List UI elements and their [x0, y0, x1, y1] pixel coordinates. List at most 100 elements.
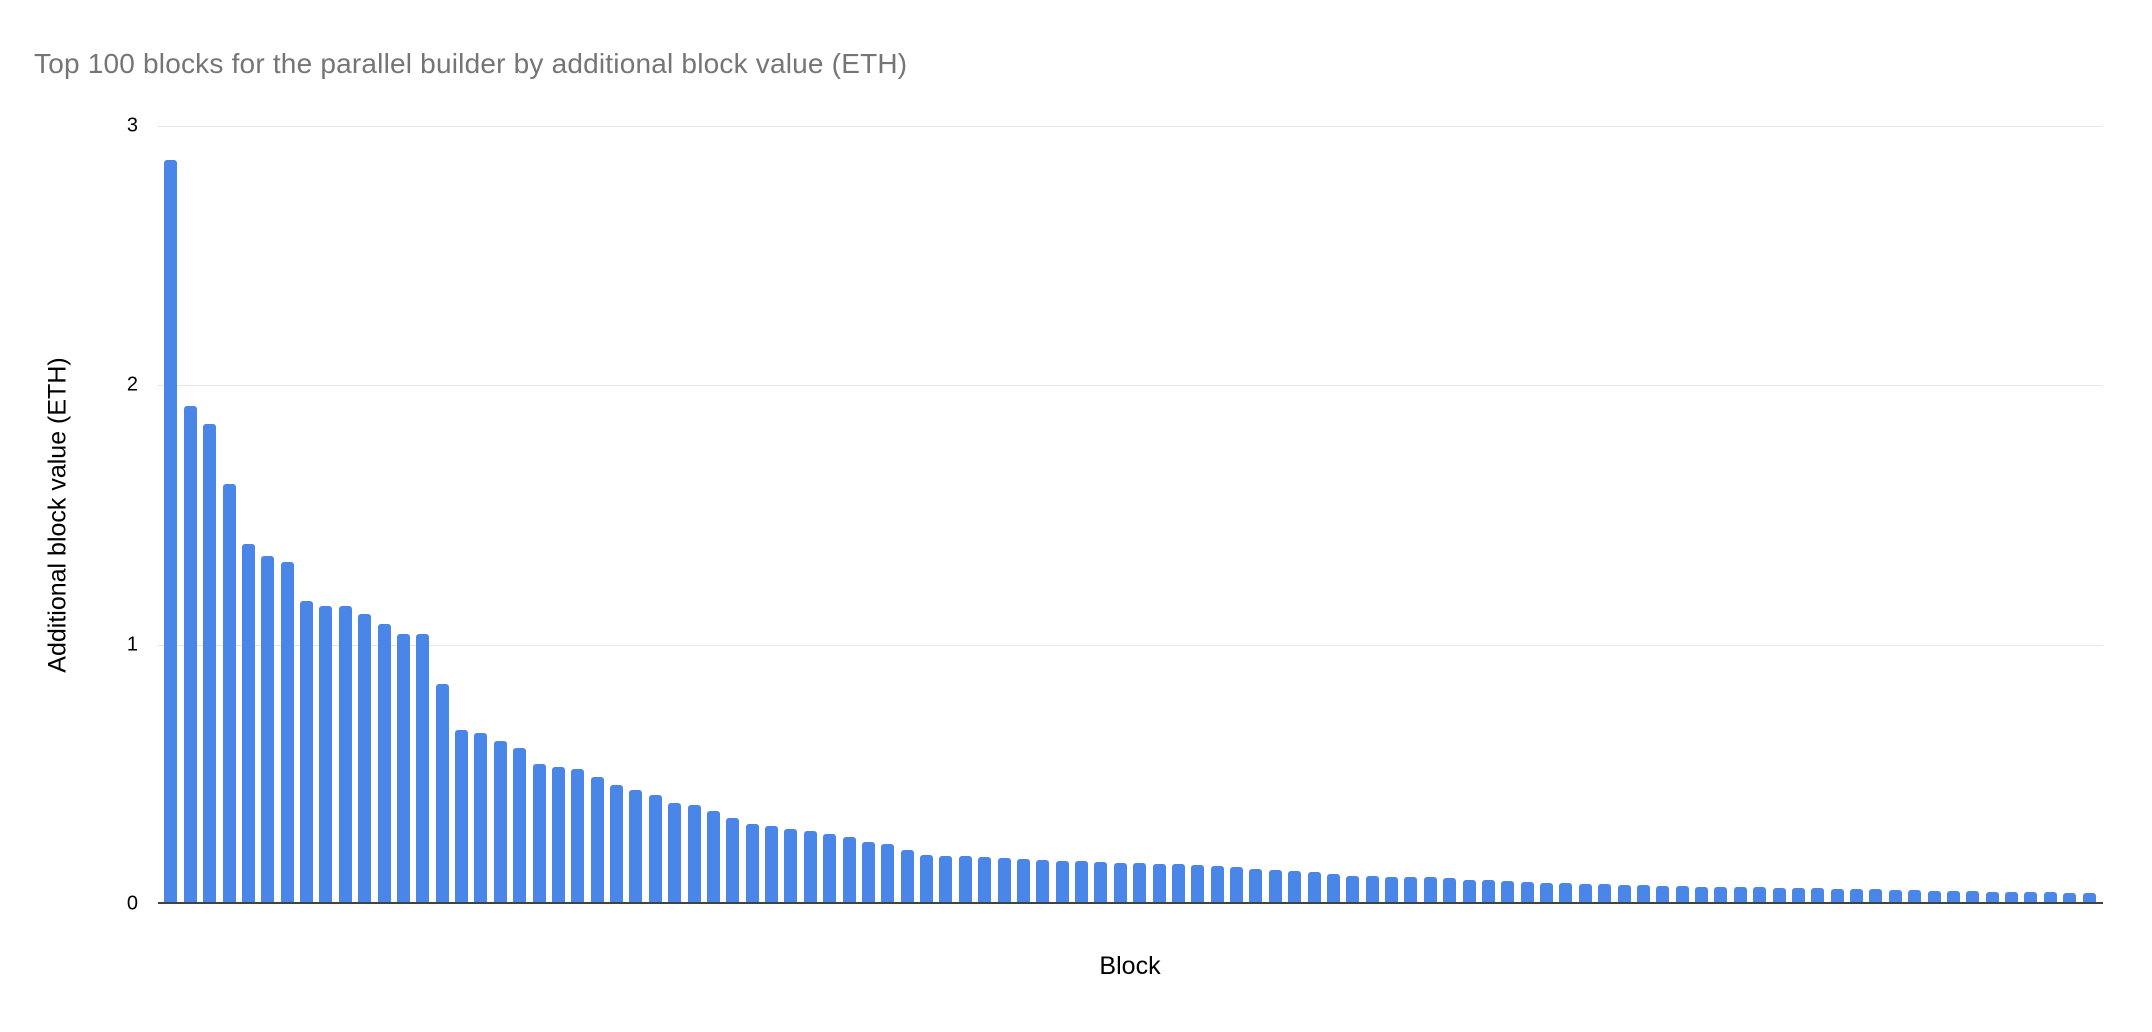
- bar-7: [280, 562, 294, 904]
- gridline-y2: [158, 385, 2103, 386]
- bar-90: [1888, 890, 1902, 904]
- bar-79: [1675, 886, 1689, 904]
- bar-48: [1075, 861, 1088, 904]
- bar-86: [1811, 888, 1825, 904]
- bar-88: [1850, 889, 1863, 904]
- bar-47: [1055, 861, 1069, 904]
- bar-34: [803, 831, 817, 904]
- bar-41: [939, 856, 953, 904]
- bar-32: [765, 826, 778, 904]
- y-tick-label-1: 1: [126, 633, 138, 656]
- bar-20: [532, 764, 546, 904]
- bar-49: [1094, 862, 1108, 904]
- bar-26: [648, 795, 662, 904]
- bar-29: [706, 811, 720, 904]
- x-axis-baseline: [158, 902, 2103, 904]
- bar-77: [1636, 885, 1650, 904]
- bar-3: [203, 424, 217, 904]
- bar-12: [377, 624, 391, 904]
- bar-53: [1171, 864, 1185, 904]
- bar-99: [2063, 893, 2077, 904]
- bar-13: [396, 634, 410, 904]
- bar-50: [1113, 863, 1127, 904]
- bar-78: [1656, 886, 1670, 904]
- bar-2: [183, 406, 197, 904]
- bar-98: [2043, 892, 2057, 904]
- chart-title: Top 100 blocks for the parallel builder …: [34, 48, 908, 79]
- bar-28: [687, 805, 701, 904]
- bars-container: [158, 126, 2103, 904]
- bar-81: [1714, 887, 1728, 904]
- bar-21: [551, 767, 565, 904]
- bar-67: [1443, 878, 1457, 904]
- plot-area: [158, 126, 2103, 904]
- bar-62: [1346, 876, 1360, 904]
- bar-18: [493, 741, 507, 904]
- y-axis-tick-labels: 0 1 2 3: [0, 115, 148, 915]
- bar-54: [1191, 865, 1205, 904]
- gridline-y1: [158, 645, 2103, 646]
- y-tick-label-0: 0: [126, 892, 138, 915]
- bar-19: [513, 748, 527, 904]
- bar-76: [1617, 885, 1631, 904]
- bar-58: [1268, 870, 1282, 904]
- bar-46: [1036, 860, 1050, 904]
- bar-97: [2024, 892, 2038, 904]
- bar-25: [629, 790, 643, 904]
- bar-11: [358, 614, 372, 904]
- bar-73: [1559, 883, 1573, 904]
- bar-52: [1152, 864, 1166, 904]
- bar-61: [1326, 874, 1340, 904]
- bar-36: [842, 837, 856, 904]
- bar-100: [2082, 893, 2096, 904]
- bar-63: [1365, 876, 1379, 904]
- bar-16: [455, 730, 468, 904]
- y-tick-label-2: 2: [126, 373, 138, 396]
- bar-85: [1791, 888, 1805, 904]
- bar-22: [571, 769, 585, 904]
- y-tick-label-3: 3: [126, 114, 138, 137]
- bar-6: [261, 556, 275, 904]
- bar-57: [1249, 869, 1263, 904]
- bar-51: [1133, 863, 1147, 904]
- bar-69: [1481, 880, 1495, 904]
- bar-66: [1423, 877, 1437, 904]
- bar-82: [1733, 887, 1747, 904]
- bar-45: [1016, 859, 1030, 904]
- bar-42: [958, 856, 972, 904]
- bar-89: [1869, 889, 1883, 904]
- bar-80: [1695, 887, 1708, 904]
- bar-10: [338, 606, 352, 904]
- bar-8: [300, 601, 313, 904]
- bar-30: [726, 818, 740, 904]
- bar-9: [319, 606, 333, 904]
- bar-94: [1966, 891, 1980, 904]
- bar-37: [861, 842, 875, 904]
- bar-95: [1985, 892, 1999, 904]
- bar-59: [1288, 871, 1302, 904]
- bar-44: [997, 858, 1011, 904]
- bar-15: [435, 684, 449, 904]
- bar-35: [823, 834, 837, 904]
- bar-83: [1753, 887, 1767, 904]
- bar-92: [1927, 891, 1941, 904]
- bar-64: [1385, 877, 1398, 904]
- bar-1: [164, 160, 178, 904]
- y-axis-title: Additional block value (ETH): [43, 357, 72, 673]
- bar-68: [1462, 880, 1476, 904]
- bar-91: [1908, 890, 1922, 904]
- bar-39: [900, 850, 914, 904]
- bar-40: [920, 855, 933, 904]
- bar-55: [1210, 866, 1224, 904]
- bar-56: [1230, 867, 1243, 904]
- bar-23: [590, 777, 604, 904]
- x-axis-title: Block: [1099, 952, 1161, 980]
- bar-33: [784, 829, 798, 904]
- bar-72: [1540, 883, 1553, 904]
- bar-74: [1578, 884, 1592, 904]
- bar-71: [1520, 882, 1534, 904]
- bar-75: [1598, 884, 1612, 904]
- bar-5: [241, 544, 255, 904]
- bar-43: [978, 857, 992, 904]
- bar-60: [1307, 872, 1321, 904]
